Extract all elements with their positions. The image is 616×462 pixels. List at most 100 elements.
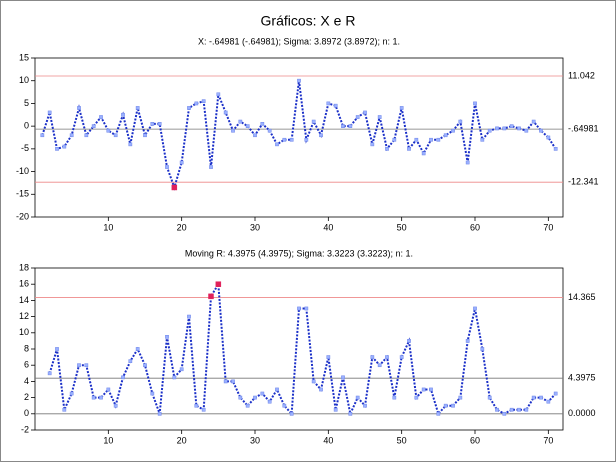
data-point	[113, 133, 118, 138]
data-point	[451, 403, 455, 408]
data-point	[429, 137, 433, 142]
data-point	[326, 355, 331, 359]
y-tick-label: 5	[24, 98, 29, 108]
data-point	[429, 387, 433, 392]
data-point	[245, 124, 250, 128]
x-tick-label: 30	[250, 222, 260, 232]
data-point	[319, 387, 323, 392]
control-line-label: 14.365	[568, 292, 596, 302]
y-tick-label: -5	[21, 143, 29, 153]
data-point	[69, 391, 74, 396]
data-point	[223, 110, 228, 115]
data-point	[385, 147, 389, 151]
y-tick-label: 12	[19, 311, 29, 321]
data-point	[370, 355, 375, 359]
data-point	[260, 391, 265, 396]
data-point	[304, 306, 309, 311]
data-point	[407, 147, 411, 151]
data-point	[399, 106, 404, 110]
data-point	[179, 367, 184, 372]
y-tick-label: 15	[19, 52, 29, 62]
y-tick-label: 18	[19, 262, 29, 272]
plot-area	[34, 267, 564, 431]
data-point	[392, 137, 397, 142]
data-point	[341, 375, 345, 380]
data-point	[106, 128, 111, 133]
data-point	[377, 363, 382, 368]
data-point	[509, 407, 514, 412]
data-point	[157, 122, 162, 126]
data-point	[231, 128, 235, 133]
y-tick-label: -2	[21, 424, 29, 434]
data-point	[370, 142, 375, 147]
data-point	[553, 391, 558, 396]
data-point	[62, 407, 67, 412]
data-point	[267, 128, 272, 133]
data-point	[421, 387, 426, 392]
x-tick-label: 50	[397, 435, 407, 445]
data-point	[348, 411, 353, 416]
data-point	[267, 399, 272, 404]
data-point	[311, 379, 316, 384]
y-tick-label: 0	[24, 121, 29, 131]
control-line-label: 11.042	[568, 70, 595, 80]
control-line-label: 4.3975	[568, 373, 596, 383]
x-tick-label: 50	[397, 222, 407, 232]
data-point	[47, 371, 52, 376]
data-point	[443, 403, 448, 408]
data-point	[194, 101, 199, 106]
data-point	[91, 395, 96, 400]
data-point	[377, 115, 382, 119]
data-point	[465, 160, 470, 165]
data-point	[135, 347, 140, 351]
data-point	[531, 119, 536, 124]
data-point	[539, 395, 543, 400]
data-point	[289, 411, 294, 416]
x-tick-label: 60	[470, 435, 480, 445]
control-line-label: -12.341	[568, 177, 599, 187]
data-point	[84, 363, 89, 368]
data-point	[106, 387, 111, 392]
data-point	[187, 106, 191, 110]
y-tick-label: 16	[19, 279, 29, 289]
data-point	[363, 403, 367, 408]
data-point	[55, 347, 59, 351]
data-point	[297, 78, 301, 83]
data-point	[436, 137, 441, 142]
data-point	[150, 122, 155, 126]
data-point	[99, 115, 103, 119]
data-point	[91, 124, 96, 128]
data-point	[150, 391, 155, 396]
data-point	[333, 103, 338, 108]
data-point	[524, 407, 529, 412]
data-point	[363, 110, 367, 115]
data-point	[436, 411, 441, 416]
data-point	[297, 306, 301, 311]
data-point	[201, 99, 206, 104]
data-point	[355, 395, 360, 400]
data-point	[238, 395, 243, 400]
x-tick-label: 70	[543, 435, 553, 445]
data-point	[326, 101, 331, 106]
data-point	[333, 407, 338, 412]
data-point	[194, 403, 199, 408]
data-point	[69, 133, 74, 138]
series-line	[48, 281, 557, 418]
data-point	[143, 363, 147, 368]
data-point	[517, 407, 521, 412]
y-tick-label: 14	[19, 295, 29, 305]
data-point	[77, 106, 81, 110]
data-point	[143, 133, 147, 138]
data-point	[319, 133, 323, 138]
data-point	[99, 395, 103, 400]
data-point	[215, 281, 222, 287]
data-point	[77, 363, 81, 368]
data-point	[253, 133, 257, 138]
data-point	[407, 339, 411, 343]
data-point	[443, 133, 448, 138]
data-point	[165, 335, 169, 339]
y-tick-label: 10	[19, 75, 29, 85]
data-point	[128, 359, 133, 363]
data-point	[480, 137, 485, 142]
